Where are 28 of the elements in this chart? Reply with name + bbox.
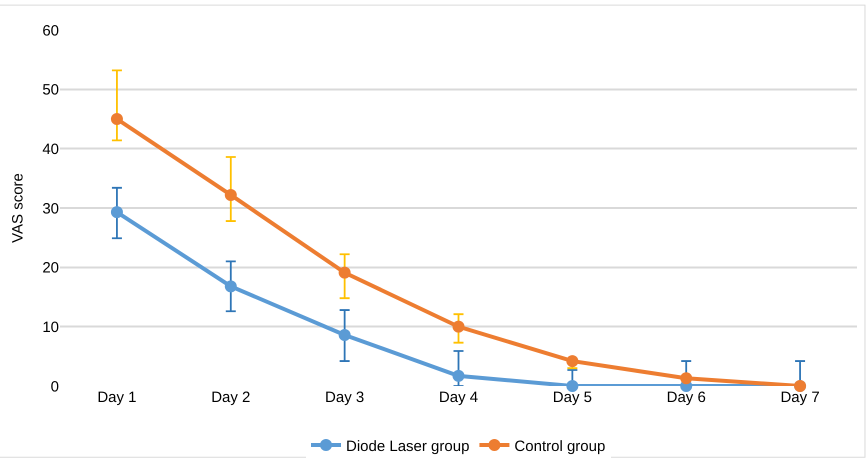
point [110, 113, 123, 125]
x-tick-label: Day 6 [666, 389, 706, 406]
y-tick-label: 10 [42, 318, 59, 336]
y-tick-label: 0 [50, 378, 59, 396]
x-tick-label: Day 3 [325, 389, 364, 406]
x-tick-label: Day 1 [97, 389, 137, 406]
point [566, 380, 578, 392]
point [224, 280, 237, 292]
y-tick-label: 60 [42, 22, 59, 40]
y-tick-label: 50 [42, 82, 59, 99]
y-axis-title: VAS score [10, 173, 27, 243]
legend-label: Control group [514, 438, 606, 455]
point [338, 266, 351, 279]
y-tick-label: 30 [42, 200, 59, 218]
x-tick-label: Day 7 [780, 389, 820, 406]
point [224, 188, 237, 201]
legend-label: Diode Laser group [346, 438, 470, 455]
y-tick-label: 20 [42, 260, 59, 277]
point [338, 328, 351, 341]
point [452, 370, 464, 382]
x-tick-label: Day 4 [438, 389, 478, 406]
x-tick-label: Day 5 [552, 389, 592, 406]
x-tick-label: Day 2 [211, 389, 250, 406]
point [452, 320, 464, 333]
y-tick-label: 40 [42, 140, 59, 158]
point [110, 206, 123, 218]
point [566, 355, 578, 368]
point [680, 372, 692, 384]
